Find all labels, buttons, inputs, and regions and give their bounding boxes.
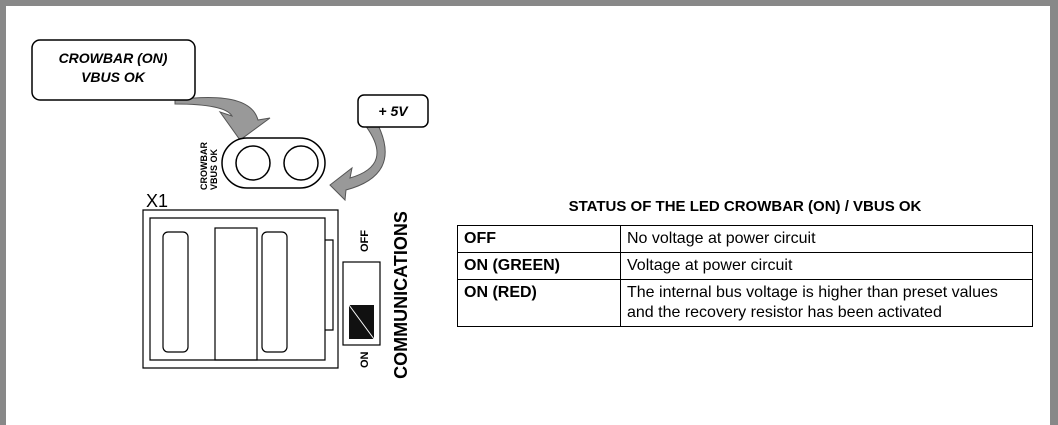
frame-right xyxy=(1050,0,1058,425)
frame-left xyxy=(0,0,6,425)
callout-text: + 5V xyxy=(378,103,409,119)
status-key: ON (RED) xyxy=(457,279,621,327)
switch-line xyxy=(348,304,375,340)
status-description: The internal bus voltage is higher than … xyxy=(620,279,1033,327)
connector xyxy=(142,209,339,369)
led-label: CROWBAR xyxy=(199,142,209,190)
arrow xyxy=(174,97,271,141)
status-key: OFF xyxy=(457,225,621,253)
status-table: OFF No voltage at power circuit ON (GREEN)… xyxy=(457,225,1033,327)
status-description: Voltage at power circuit xyxy=(620,252,1033,280)
led xyxy=(235,145,271,181)
led xyxy=(283,145,319,181)
switch-on: ON xyxy=(359,351,371,368)
switch-off: OFF xyxy=(359,230,371,252)
switch-label: COMMUNICATIONS xyxy=(391,211,411,379)
table-row: ON (RED) The internal bus voltage is high… xyxy=(457,279,1033,327)
status-description: No voltage at power circuit xyxy=(620,225,1033,253)
led-label: VBUS OK xyxy=(209,148,219,190)
frame-top xyxy=(0,0,1058,6)
status-key: ON (GREEN) xyxy=(457,252,621,280)
callout xyxy=(357,94,429,128)
connector-label: X1 xyxy=(146,191,168,211)
table-row: OFF No voltage at power circuit xyxy=(457,225,1033,253)
callout xyxy=(31,39,196,101)
table-title: STATUS OF THE LED CROWBAR (ON) / VBUS OK xyxy=(568,198,922,215)
callout-text: VBUS OK xyxy=(81,69,146,85)
table-row: ON (GREEN) Voltage at power circuit xyxy=(457,252,1033,280)
callout-text: CROWBAR (ON) xyxy=(59,50,168,66)
arrow xyxy=(329,124,386,202)
